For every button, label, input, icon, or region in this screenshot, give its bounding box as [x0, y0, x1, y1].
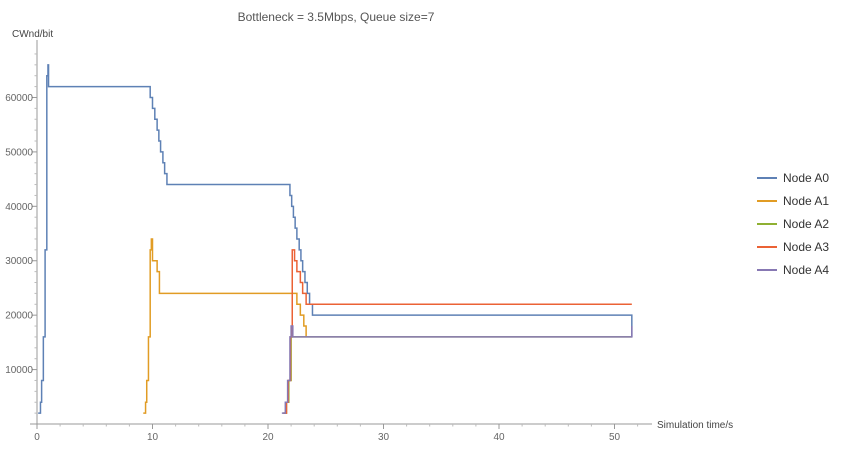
y-axis-label: CWnd/bit — [12, 29, 53, 40]
x-tick-label: 20 — [262, 432, 274, 443]
legend: Node A0 Node A1 Node A2 Node A3 Node A4 — [757, 171, 829, 277]
y-tick-label: 10000 — [5, 365, 33, 376]
series-layer — [38, 64, 633, 414]
y-ticks: 10000 20000 30000 40000 50000 60000 — [5, 53, 37, 414]
y-tick-label: 50000 — [5, 147, 33, 158]
y-tick-label: 60000 — [5, 93, 33, 104]
legend-label: Node A1 — [783, 194, 829, 208]
series-line-node-a3 — [283, 249, 632, 414]
series-line-node-a0 — [38, 64, 633, 414]
legend-label: Node A2 — [783, 217, 829, 231]
legend-label: Node A4 — [783, 263, 829, 277]
legend-label: Node A3 — [783, 240, 829, 254]
x-axis-label: Simulation time/s — [657, 420, 733, 431]
y-tick-label: 30000 — [5, 256, 33, 267]
series-line-node-a4 — [281, 325, 633, 414]
series-line-node-a2 — [283, 336, 632, 414]
x-tick-label: 40 — [493, 432, 505, 443]
legend-label: Node A0 — [783, 171, 829, 185]
y-tick-label: 40000 — [5, 202, 33, 213]
x-tick-label: 0 — [34, 432, 40, 443]
x-tick-label: 10 — [147, 432, 159, 443]
y-tick-label: 20000 — [5, 311, 33, 322]
x-tick-label: 50 — [609, 432, 621, 443]
chart-title: Bottleneck = 3.5Mbps, Queue size=7 — [238, 10, 435, 24]
x-tick-label: 30 — [378, 432, 390, 443]
x-ticks: 0 10 20 30 40 50 — [34, 424, 639, 443]
series-line-node-a1 — [143, 238, 307, 414]
